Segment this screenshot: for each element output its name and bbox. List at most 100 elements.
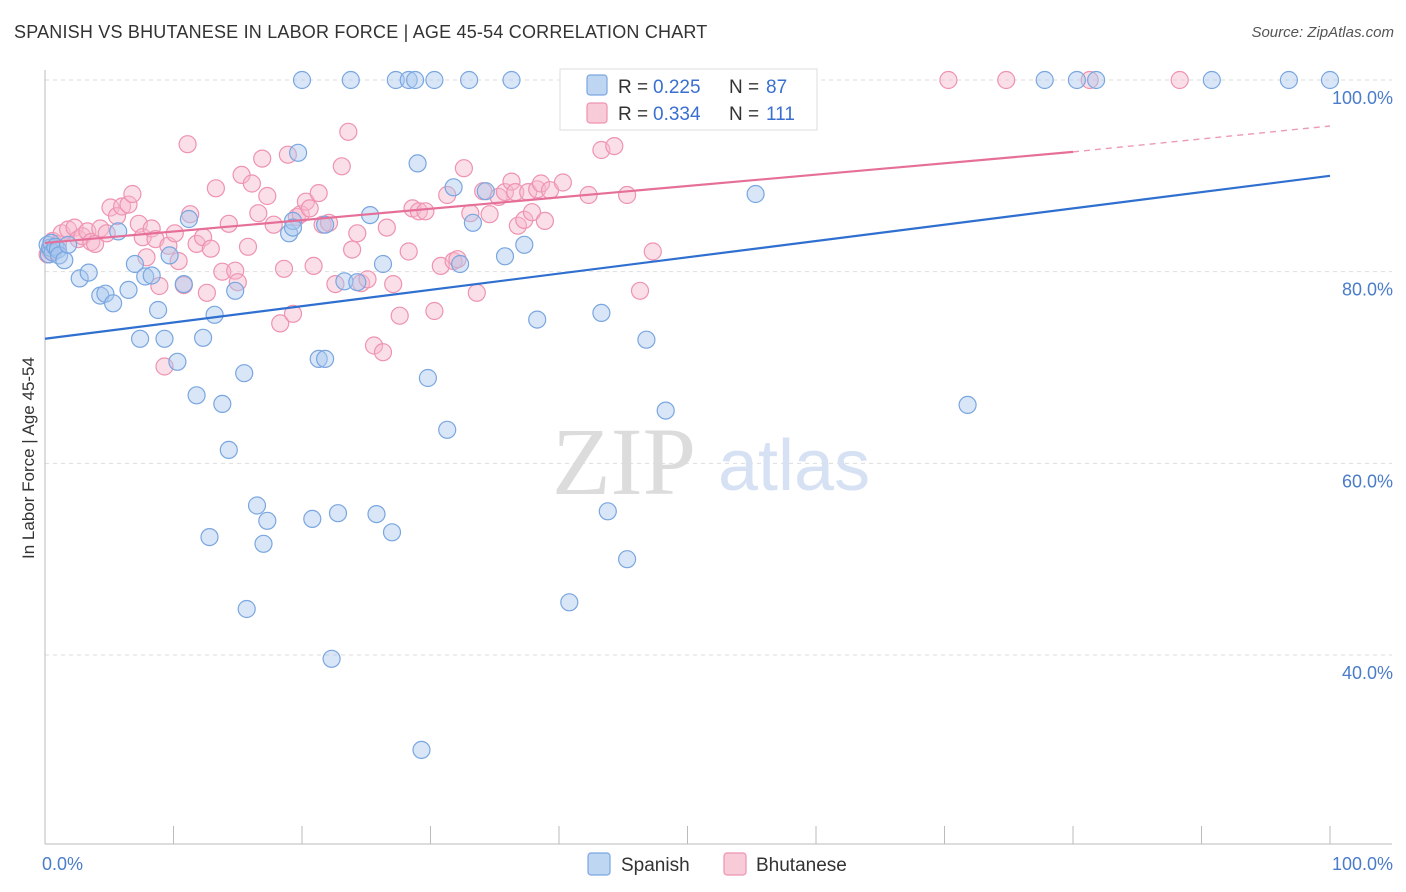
point-spanish xyxy=(335,272,354,291)
grid-layer: 40.0% 60.0% 80.0% 100.0% xyxy=(45,79,1393,683)
point-spanish xyxy=(155,329,174,348)
point-spanish xyxy=(528,310,547,329)
point-spanish xyxy=(502,70,521,90)
point-spanish xyxy=(194,328,213,347)
legend-n-label-bhutanese: N = xyxy=(729,104,759,125)
point-spanish xyxy=(399,70,418,90)
point-spanish xyxy=(283,218,303,237)
point-spanish xyxy=(408,154,427,173)
point-spanish xyxy=(55,251,74,270)
point-bhutanese xyxy=(283,304,303,323)
point-spanish xyxy=(495,247,515,266)
point-spanish xyxy=(237,599,256,619)
point-bhutanese xyxy=(617,185,637,205)
point-spanish xyxy=(958,395,977,414)
point-spanish xyxy=(136,267,155,286)
point-bhutanese xyxy=(1170,70,1189,90)
point-spanish xyxy=(444,178,463,197)
point-bhutanese xyxy=(309,184,328,203)
point-spanish xyxy=(219,440,238,459)
y-tick-label: 100.0% xyxy=(1332,88,1393,108)
point-bhutanese xyxy=(364,336,384,355)
point-bhutanese xyxy=(553,173,573,192)
point-bhutanese xyxy=(1080,70,1099,90)
point-bhutanese xyxy=(219,214,238,233)
point-spanish xyxy=(637,330,656,349)
point-bhutanese xyxy=(384,275,403,294)
point-bhutanese xyxy=(304,256,323,275)
point-bhutanese xyxy=(107,207,127,226)
point-spanish xyxy=(1035,70,1054,90)
y-tick-label: 60.0% xyxy=(1342,471,1393,491)
point-spanish xyxy=(476,182,495,201)
point-bhutanese xyxy=(119,195,138,214)
point-bhutanese xyxy=(187,234,206,253)
point-spanish xyxy=(425,70,444,90)
point-spanish xyxy=(451,254,470,274)
point-bhutanese xyxy=(377,218,396,237)
point-spanish xyxy=(96,284,115,303)
point-bhutanese xyxy=(997,70,1016,90)
point-spanish xyxy=(746,184,765,204)
point-spanish xyxy=(463,213,482,232)
point-spanish xyxy=(515,235,534,254)
point-spanish xyxy=(1086,70,1106,90)
point-bhutanese xyxy=(264,215,283,234)
bottom-legend-label-bhutanese: Bhutanese xyxy=(756,855,847,876)
bottom-legend-swatch-spanish xyxy=(587,852,611,876)
point-bhutanese xyxy=(206,179,225,198)
point-bhutanese xyxy=(339,122,358,141)
point-bhutanese xyxy=(390,306,409,325)
point-spanish xyxy=(316,349,335,368)
point-bhutanese xyxy=(123,184,142,204)
point-spanish xyxy=(406,70,425,90)
point-spanish xyxy=(322,649,341,668)
point-spanish xyxy=(213,394,232,413)
point-bhutanese xyxy=(522,203,542,222)
point-bhutanese xyxy=(515,210,534,229)
point-bhutanese xyxy=(137,248,156,267)
point-bhutanese xyxy=(271,314,290,333)
point-spanish xyxy=(367,504,386,524)
point-spanish xyxy=(103,294,123,313)
y-tick-label: 80.0% xyxy=(1342,280,1393,300)
point-spanish xyxy=(205,305,224,324)
point-bhutanese xyxy=(454,159,473,178)
point-bhutanese xyxy=(358,270,377,289)
point-spanish xyxy=(58,235,78,254)
point-spanish xyxy=(235,364,254,383)
trend-layer xyxy=(44,125,1331,340)
trend-line-bhutanese xyxy=(44,150,1074,245)
point-bhutanese xyxy=(253,149,272,168)
point-spanish xyxy=(592,303,611,322)
point-bhutanese xyxy=(226,261,245,280)
point-spanish xyxy=(1279,70,1299,90)
point-spanish xyxy=(292,70,312,90)
point-spanish xyxy=(598,502,617,521)
point-spanish xyxy=(187,386,206,405)
legend-r-label-spanish: R = xyxy=(618,77,648,98)
point-bhutanese xyxy=(425,301,444,321)
point-bhutanese xyxy=(939,70,958,90)
point-spanish xyxy=(617,550,637,569)
point-spanish xyxy=(79,263,98,282)
point-bhutanese xyxy=(495,183,515,202)
point-spanish xyxy=(438,420,457,439)
point-spanish xyxy=(254,534,273,553)
point-bhutanese xyxy=(112,197,132,216)
legend-r-value-bhutanese: 0.334 xyxy=(653,104,701,125)
point-bhutanese xyxy=(448,250,467,269)
point-spanish xyxy=(1202,70,1221,90)
chart-title: SPANISH VS BHUTANESE IN LABOR FORCE | AG… xyxy=(14,22,708,42)
point-spanish xyxy=(386,70,405,90)
point-spanish xyxy=(70,269,89,288)
legend-swatch-spanish xyxy=(586,74,608,96)
bottom-legend-swatch-bhutanese xyxy=(723,852,747,876)
point-spanish xyxy=(289,143,308,162)
axes-layer: 0.0% 100.0% xyxy=(42,70,1393,874)
legend-swatch-bhutanese xyxy=(586,102,608,124)
bottom-legend: Spanish Bhutanese xyxy=(587,852,847,876)
legend-n-value-bhutanese: 111 xyxy=(766,104,795,125)
point-bhutanese xyxy=(605,137,624,156)
point-bhutanese xyxy=(502,172,521,191)
